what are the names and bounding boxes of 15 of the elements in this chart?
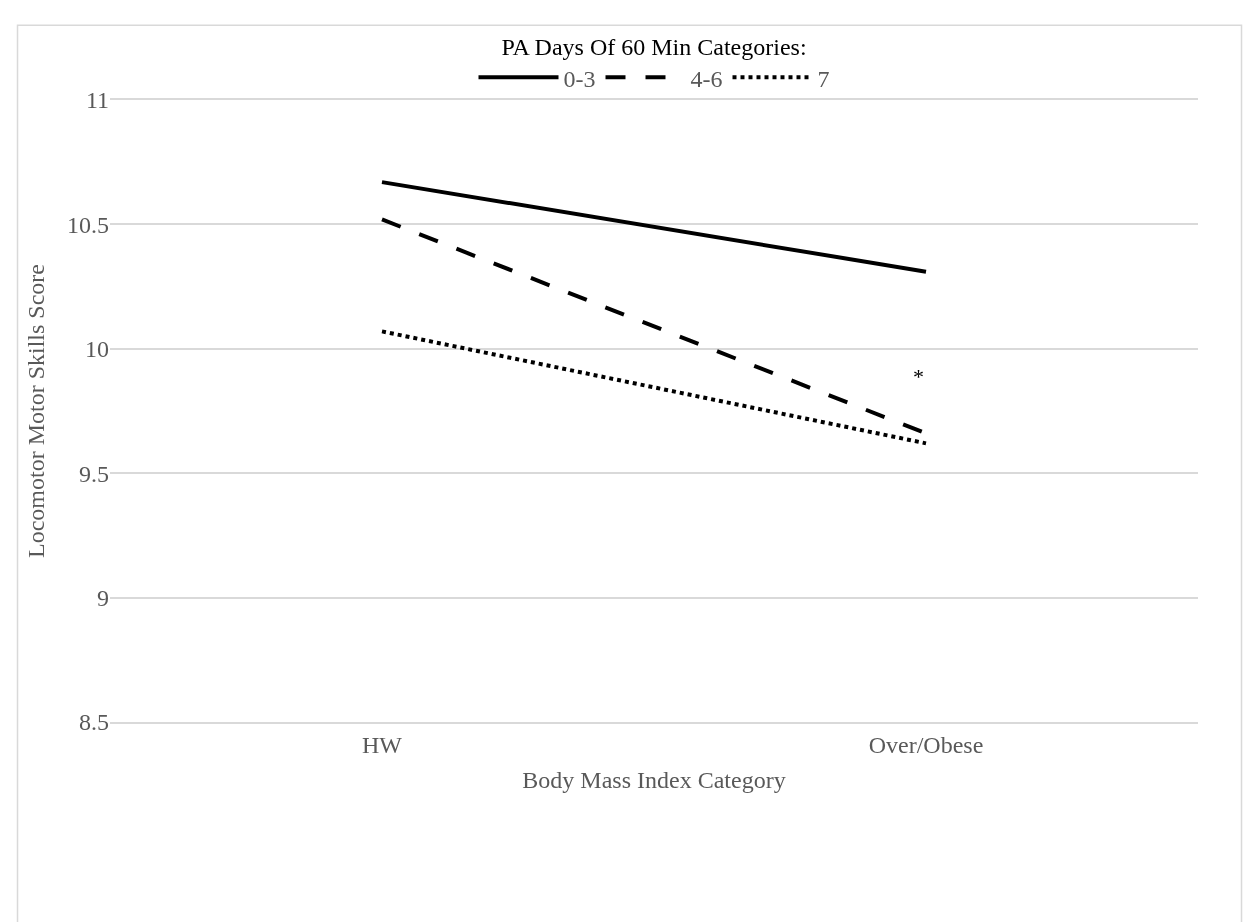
y-tick-label: 8.5 (79, 709, 109, 736)
y-tick-label: 9.5 (79, 460, 109, 487)
y-tick-label: 11 (85, 87, 109, 114)
legend-label: 0-3 (563, 65, 596, 92)
legend-label: 4-6 (690, 65, 723, 92)
legend-title: PA Days Of 60 Min Categories: (501, 34, 807, 61)
x-tick-label: HW (362, 731, 403, 758)
y-axis-title: Locomotor Motor Skills Score (23, 264, 50, 558)
x-axis-title: Body Mass Index Category (522, 767, 786, 794)
y-tick-label: 9 (97, 585, 109, 611)
y-tick-label: 10.5 (67, 211, 109, 238)
legend-label: 7 (817, 65, 830, 92)
y-tick-label: 10 (85, 336, 109, 363)
x-tick-label: Over/Obese (868, 731, 984, 758)
annotation: * (913, 364, 924, 389)
